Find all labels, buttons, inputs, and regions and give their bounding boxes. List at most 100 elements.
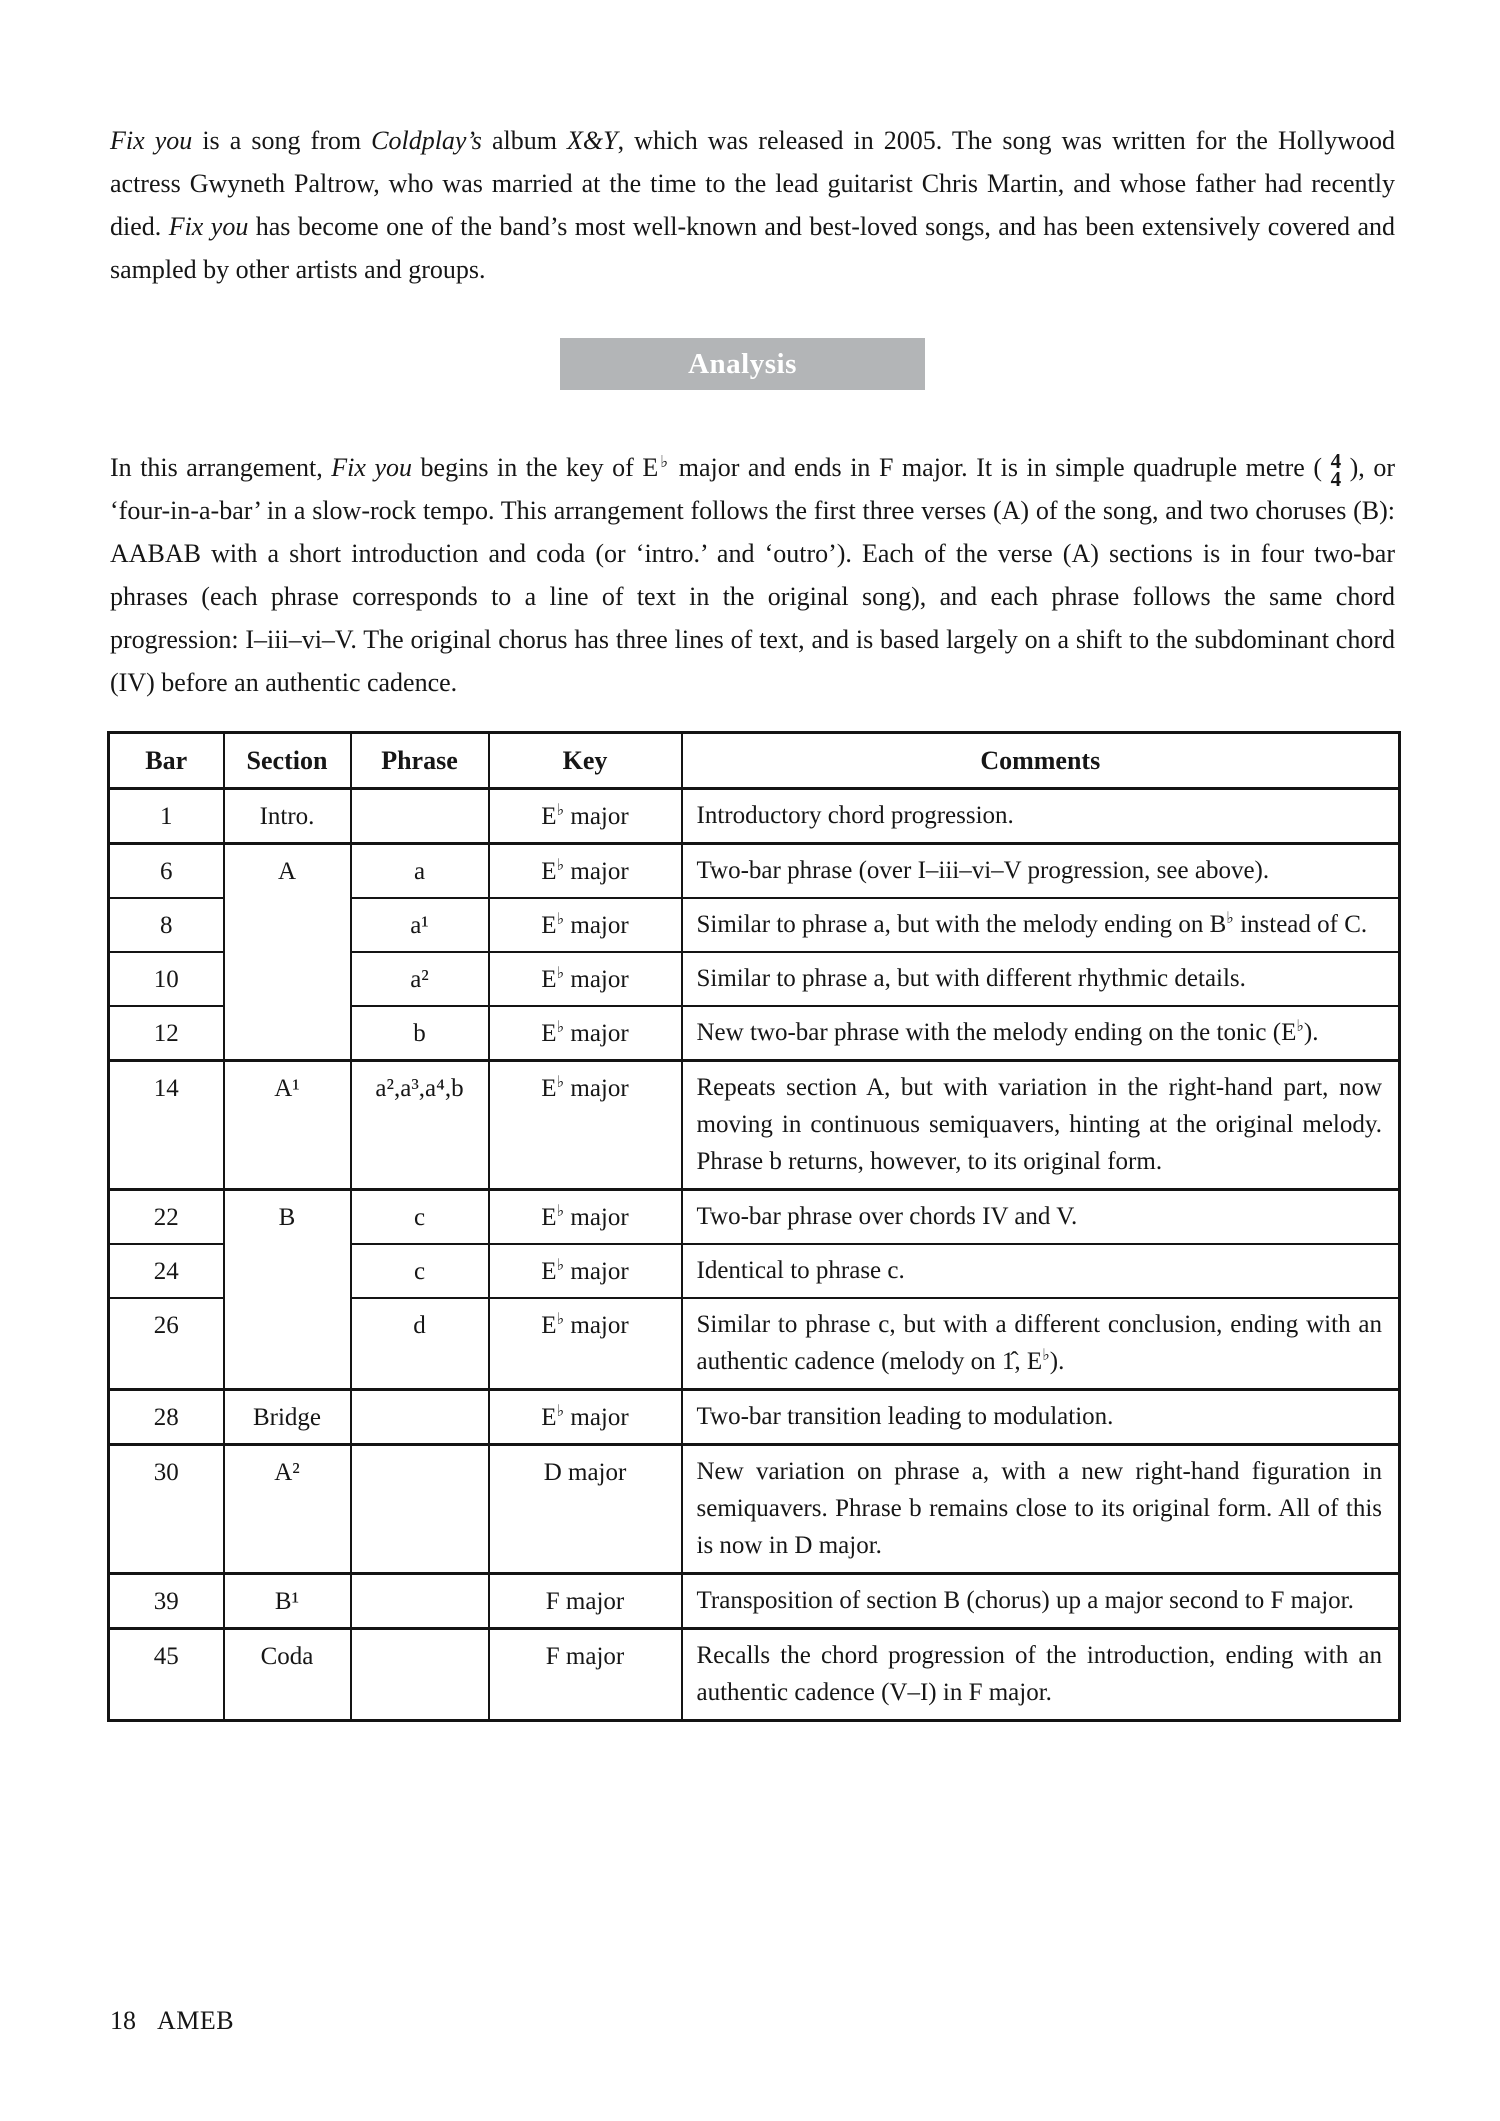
cell-comments: Recalls the chord progression of the int… <box>680 1627 1401 1722</box>
cell-key: E♭ major <box>487 1005 683 1062</box>
column-header-comments: Comments <box>680 731 1401 790</box>
column-header-phrase: Phrase <box>349 731 490 790</box>
cell-bar: 1 <box>107 787 225 845</box>
table-row-bar-45: 45 Coda F major Recalls the chord progressi… <box>107 1627 1401 1722</box>
italic-text-segment: Coldplay’s <box>371 126 482 155</box>
table-row-bar-39: 39 B¹ F major Transposition of section B (c… <box>107 1572 1401 1630</box>
cell-phrase: a <box>349 842 490 899</box>
italic-text-segment: Fix you <box>331 453 413 482</box>
cell-bar: 12 <box>107 1005 225 1062</box>
table-row-bar-1: 1 Intro. E♭ major Introductory chord progre… <box>107 787 1401 845</box>
cell-key: E♭ major <box>487 1059 683 1191</box>
cell-comments: New two-bar phrase with the melody endin… <box>680 1005 1401 1062</box>
cell-comments: Similar to phrase a, but with different … <box>680 951 1401 1007</box>
cell-section: B <box>222 1188 352 1391</box>
column-header-key: Key <box>487 731 683 790</box>
analysis-section-header: Analysis <box>560 338 925 390</box>
column-header-bar: Bar <box>107 731 225 790</box>
cell-bar: 45 <box>107 1627 225 1722</box>
page-content: Fix you is a song from Coldplay’s album … <box>107 0 1401 1722</box>
cell-bar: 6 <box>107 842 225 899</box>
cell-comments: Two-bar phrase (over I–iii–vi–V progress… <box>680 842 1401 899</box>
analysis-table: Bar Section Phrase Key Comments 1 Intro. E♭ ma… <box>107 731 1401 1722</box>
cell-phrase <box>349 1388 490 1446</box>
cell-bar: 22 <box>107 1188 225 1245</box>
page-footer: 18 AMEB <box>110 2006 234 2036</box>
cell-phrase: a¹ <box>349 897 490 953</box>
text-segment: , which was released in 2005. The song w… <box>110 126 1395 241</box>
analysis-paragraph: In this arrangement, Fix you begins in t… <box>110 446 1395 704</box>
table-row-bar-30: 30 A² D major New variation on phrase a, wi… <box>107 1443 1401 1575</box>
cell-comments: Similar to phrase c, but with a differen… <box>680 1297 1401 1391</box>
italic-text-segment: Fix you <box>168 212 249 241</box>
text-segment: has become one of the band’s most well-k… <box>110 212 1395 284</box>
text-segment: begins in the key of E♭ major and ends i… <box>412 451 1331 482</box>
cell-section: A¹ <box>222 1059 352 1191</box>
cell-phrase <box>349 787 490 845</box>
italic-text-segment: Fix you <box>110 126 193 155</box>
cell-phrase <box>349 1572 490 1630</box>
cell-comments: Similar to phrase a, but with the melody… <box>680 897 1401 953</box>
cell-bar: 14 <box>107 1059 225 1191</box>
table-row-bar-14: 14 A¹ a²,a³,a⁴,b E♭ major Repeats section A,… <box>107 1059 1401 1191</box>
table-row-bar-24: 24 c E♭ major Identical to phrase c. <box>107 1243 1401 1299</box>
cell-comments: Introductory chord progression. <box>680 787 1401 845</box>
cell-phrase: a² <box>349 951 490 1007</box>
text-segment: In this arrangement, <box>110 453 332 482</box>
text-segment: album <box>481 126 568 155</box>
cell-bar: 28 <box>107 1388 225 1446</box>
publisher-name: AMEB <box>157 2006 235 2035</box>
cell-comments: Repeats section A, but with variation in… <box>680 1059 1401 1191</box>
analysis-section-title: Analysis <box>688 348 797 380</box>
cell-phrase: b <box>349 1005 490 1062</box>
table-row-bar-8: 8 a¹ E♭ major Similar to phrase a, but with… <box>107 897 1401 953</box>
cell-key: E♭ major <box>487 842 683 899</box>
cell-section: Intro. <box>222 787 352 845</box>
cell-bar: 24 <box>107 1243 225 1299</box>
text-segment: ), or ‘four-in-a-bar’ in a slow-rock tem… <box>110 453 1395 697</box>
cell-bar: 30 <box>107 1443 225 1575</box>
cell-section: A² <box>222 1443 352 1575</box>
cell-bar: 10 <box>107 951 225 1007</box>
cell-section: Coda <box>222 1627 352 1722</box>
italic-text-segment: X&Y <box>567 126 618 155</box>
column-header-section: Section <box>222 731 352 790</box>
intro-paragraph: Fix you is a song from Coldplay’s album … <box>110 119 1395 291</box>
cell-phrase: d <box>349 1297 490 1391</box>
cell-phrase <box>349 1627 490 1722</box>
cell-phrase: c <box>349 1188 490 1245</box>
cell-key: E♭ major <box>487 1388 683 1446</box>
cell-key: D major <box>487 1443 683 1575</box>
cell-key: E♭ major <box>487 1188 683 1245</box>
table-header-row: Bar Section Phrase Key Comments <box>107 731 1401 790</box>
cell-section: A <box>222 842 352 1062</box>
cell-bar: 8 <box>107 897 225 953</box>
table-row-bar-28: 28 Bridge E♭ major Two-bar transition leadi… <box>107 1388 1401 1446</box>
table-row-bar-26: 26 d E♭ major Similar to phrase c, but with… <box>107 1297 1401 1391</box>
cell-comments: Two-bar transition leading to modulation… <box>680 1388 1401 1446</box>
page-number: 18 <box>110 2006 136 2035</box>
cell-comments: Two-bar phrase over chords IV and V. <box>680 1188 1401 1245</box>
cell-comments: Transposition of section B (chorus) up a… <box>680 1572 1401 1630</box>
cell-key: F major <box>487 1572 683 1630</box>
table-row-bar-12: 12 b E♭ major New two-bar phrase with the m… <box>107 1005 1401 1062</box>
cell-key: F major <box>487 1627 683 1722</box>
cell-key: E♭ major <box>487 1297 683 1391</box>
cell-comments: Identical to phrase c. <box>680 1243 1401 1299</box>
cell-phrase: c <box>349 1243 490 1299</box>
cell-key: E♭ major <box>487 1243 683 1299</box>
cell-bar: 39 <box>107 1572 225 1630</box>
text-segment: is a song from <box>192 126 372 155</box>
cell-section: B¹ <box>222 1572 352 1630</box>
table-row-bar-10: 10 a² E♭ major Similar to phrase a, but wit… <box>107 951 1401 1007</box>
cell-key: E♭ major <box>487 897 683 953</box>
cell-key: E♭ major <box>487 951 683 1007</box>
cell-comments: New variation on phrase a, with a new ri… <box>680 1443 1401 1575</box>
cell-section: Bridge <box>222 1388 352 1446</box>
cell-phrase: a²,a³,a⁴,b <box>349 1059 490 1191</box>
cell-phrase <box>349 1443 490 1575</box>
